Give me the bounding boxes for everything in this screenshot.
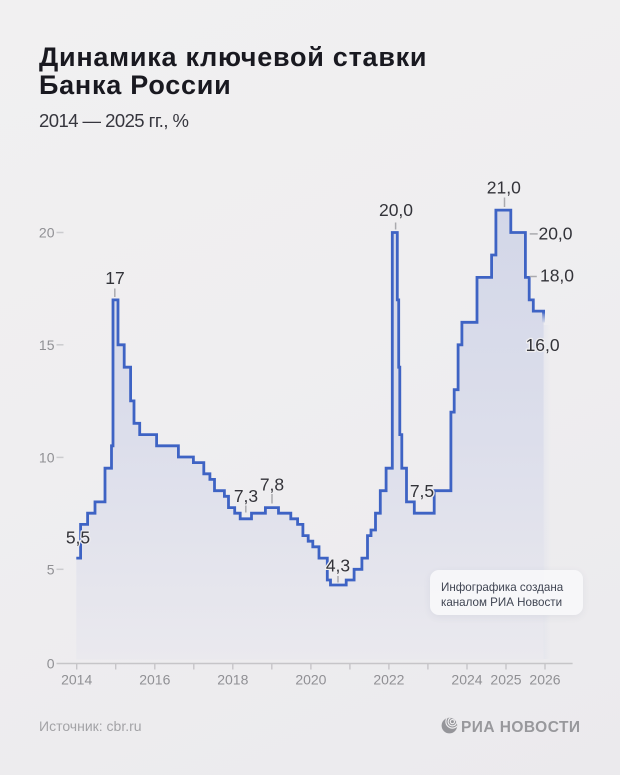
svg-text:10: 10 xyxy=(39,449,55,465)
svg-text:15: 15 xyxy=(39,337,55,353)
svg-text:20: 20 xyxy=(39,225,55,241)
svg-text:2024: 2024 xyxy=(451,672,482,688)
svg-text:20,0: 20,0 xyxy=(538,224,572,244)
svg-text:5,5: 5,5 xyxy=(66,528,90,548)
svg-text:7,3: 7,3 xyxy=(234,486,258,506)
svg-text:4,3: 4,3 xyxy=(326,556,350,576)
svg-text:17: 17 xyxy=(105,268,124,288)
svg-text:20,0: 20,0 xyxy=(379,200,413,220)
svg-text:0: 0 xyxy=(47,656,55,672)
svg-text:2020: 2020 xyxy=(295,672,326,688)
svg-text:2026: 2026 xyxy=(529,672,560,688)
svg-text:21,0: 21,0 xyxy=(487,178,521,198)
svg-text:2018: 2018 xyxy=(217,672,248,688)
svg-text:7,8: 7,8 xyxy=(260,475,284,495)
svg-text:16,0: 16,0 xyxy=(526,335,560,355)
svg-text:2014: 2014 xyxy=(61,672,92,688)
svg-text:2025: 2025 xyxy=(490,672,521,688)
svg-text:2016: 2016 xyxy=(139,672,170,688)
svg-text:18,0: 18,0 xyxy=(540,266,574,286)
svg-text:5: 5 xyxy=(47,561,55,577)
svg-text:7,5: 7,5 xyxy=(410,481,434,501)
svg-text:2022: 2022 xyxy=(373,672,404,688)
